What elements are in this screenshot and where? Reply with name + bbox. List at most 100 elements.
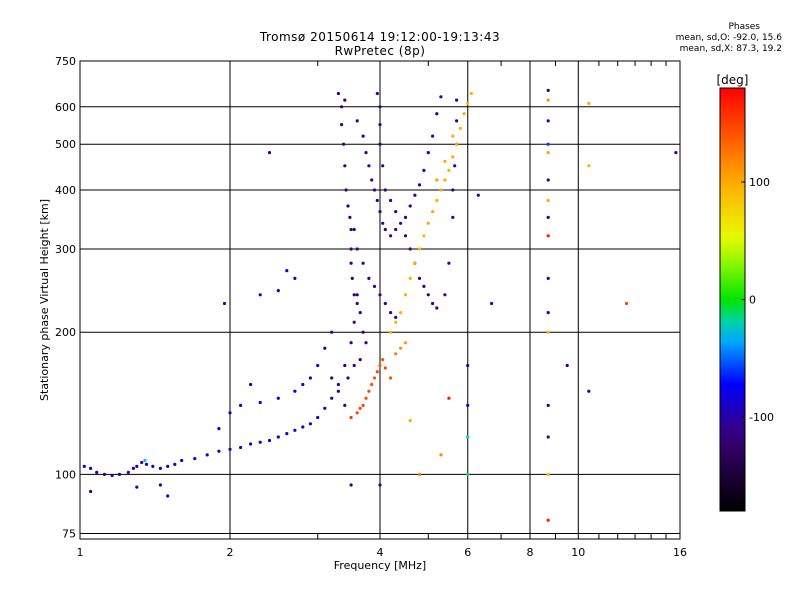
data-point (403, 341, 408, 345)
data-point (389, 198, 393, 203)
data-point (131, 466, 135, 470)
data-point (352, 293, 356, 297)
data-point (378, 483, 382, 487)
data-point (343, 164, 347, 168)
data-point (308, 422, 312, 426)
data-point (358, 358, 362, 362)
data-point (435, 306, 439, 310)
data-point (372, 188, 377, 192)
data-point (364, 396, 368, 400)
data-point (546, 178, 550, 182)
data-point (375, 370, 379, 374)
data-point (193, 457, 197, 461)
data-point (285, 269, 289, 273)
data-point (352, 227, 356, 232)
data-point (546, 198, 550, 203)
data-point (546, 472, 550, 476)
data-point (276, 435, 280, 439)
data-point (352, 363, 356, 368)
data-point (355, 301, 359, 306)
data-point (546, 276, 550, 280)
data-point (228, 411, 232, 415)
data-point (166, 464, 170, 468)
data-point (625, 301, 629, 306)
data-point (330, 330, 334, 334)
data-point (375, 198, 379, 203)
data-point (258, 400, 262, 405)
data-point (451, 134, 455, 138)
data-point (546, 403, 550, 407)
data-point (323, 406, 327, 410)
data-point (346, 204, 350, 208)
data-point (89, 489, 93, 494)
data-point (372, 284, 377, 288)
data-point (378, 363, 382, 368)
data-point (408, 204, 412, 208)
data-point (370, 382, 374, 387)
data-point (267, 151, 272, 155)
colorbar-tick-label: 0 (749, 294, 756, 307)
data-point (443, 293, 447, 297)
data-point (431, 301, 435, 306)
data-point (546, 119, 550, 123)
data-point (173, 462, 177, 466)
data-point (383, 188, 387, 192)
data-point (180, 458, 184, 463)
data-point (447, 168, 451, 172)
data-point (349, 261, 353, 265)
data-point (408, 276, 412, 280)
data-point (336, 91, 340, 96)
data-point (276, 289, 280, 293)
data-point (431, 134, 435, 138)
data-point (346, 376, 350, 380)
data-point (217, 427, 221, 431)
data-point (426, 221, 430, 225)
data-point (476, 193, 480, 197)
data-point (455, 142, 459, 146)
data-point (378, 210, 382, 214)
data-point (370, 178, 374, 182)
data-point (258, 293, 262, 297)
y-tick-label: 400 (55, 184, 76, 197)
data-point (447, 261, 451, 265)
data-point (166, 494, 170, 498)
data-point (140, 460, 144, 465)
data-point (546, 518, 550, 522)
data-point (330, 396, 334, 400)
data-point (466, 101, 470, 105)
y-tick-label: 500 (55, 138, 76, 151)
data-point (364, 151, 368, 155)
data-point (546, 311, 550, 315)
data-point (453, 164, 457, 168)
data-point (403, 234, 408, 238)
data-point (349, 341, 353, 345)
data-point (276, 396, 280, 400)
data-point (439, 95, 443, 99)
data-point (342, 142, 346, 146)
data-point (439, 188, 443, 192)
data-point (466, 435, 470, 439)
data-point (458, 126, 462, 130)
data-point (239, 445, 243, 450)
data-point (330, 376, 334, 380)
data-point (258, 440, 262, 444)
data-point (381, 358, 385, 362)
data-point (381, 164, 385, 168)
phase-stats-x: mean, sd,X: 87.3, 19.2 (679, 44, 782, 54)
data-point (399, 221, 403, 225)
data-point (417, 472, 422, 476)
data-point (143, 458, 147, 463)
data-point (151, 464, 155, 468)
data-point (408, 419, 412, 423)
data-point (466, 472, 470, 476)
data-point (367, 276, 371, 280)
data-point (367, 164, 371, 168)
y-tick-label: 750 (55, 55, 76, 68)
data-point (285, 432, 289, 436)
data-point (110, 473, 114, 478)
data-point (439, 453, 443, 457)
data-point (546, 234, 550, 238)
data-point (466, 403, 470, 407)
colorbar (719, 87, 746, 512)
data-point (249, 382, 253, 387)
